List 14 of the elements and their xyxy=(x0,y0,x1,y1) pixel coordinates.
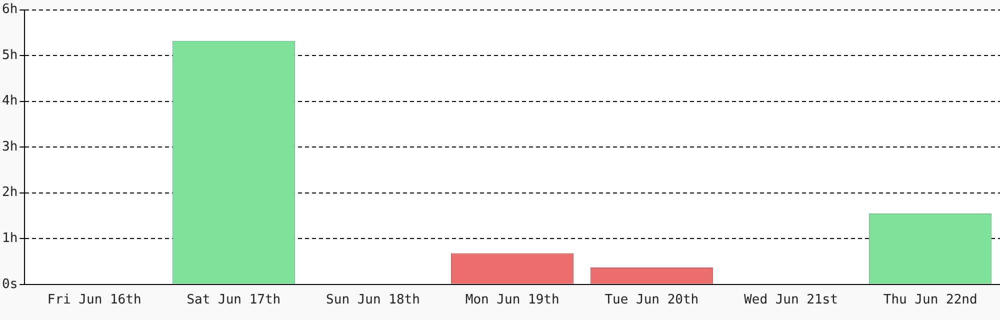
y-tick-label: 5h xyxy=(2,48,18,63)
x-tick-label: Thu Jun 22nd xyxy=(883,292,978,308)
y-tick-label: 3h xyxy=(2,139,18,154)
y-tick-label: 6h xyxy=(2,2,18,18)
x-tick-label: Sun Jun 18th xyxy=(326,292,420,308)
x-tick-label: Sat Jun 17th xyxy=(186,292,281,308)
y-tick-label: 1h xyxy=(2,231,18,246)
y-tick-label: 2h xyxy=(2,185,18,200)
y-tick-label: 0s xyxy=(2,276,18,292)
x-tick-label: Wed Jun 21st xyxy=(744,292,838,308)
x-tick-label: Tue Jun 20th xyxy=(604,292,699,308)
x-tick-label: Mon Jun 19th xyxy=(465,292,560,308)
y-tick-label: 4h xyxy=(2,94,18,109)
x-tick-label: Fri Jun 16th xyxy=(47,292,142,308)
